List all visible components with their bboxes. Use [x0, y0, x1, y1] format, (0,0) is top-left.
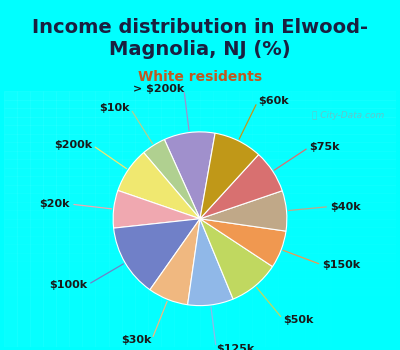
- Wedge shape: [164, 132, 215, 219]
- Wedge shape: [200, 133, 258, 219]
- Bar: [148, 91, 161, 346]
- Bar: [96, 91, 108, 346]
- Bar: [4, 287, 396, 295]
- Bar: [4, 125, 396, 134]
- Bar: [213, 91, 226, 346]
- Bar: [4, 338, 396, 346]
- Wedge shape: [114, 219, 200, 290]
- Wedge shape: [200, 219, 272, 299]
- Bar: [4, 210, 396, 219]
- Bar: [187, 91, 200, 346]
- Text: $125k: $125k: [216, 344, 254, 350]
- Bar: [226, 91, 239, 346]
- Bar: [304, 91, 318, 346]
- Bar: [135, 91, 148, 346]
- Bar: [4, 185, 396, 193]
- Text: ⓘ City-Data.com: ⓘ City-Data.com: [312, 111, 384, 120]
- Bar: [265, 91, 278, 346]
- Bar: [4, 193, 396, 202]
- Bar: [318, 91, 331, 346]
- Text: > $200k: > $200k: [132, 84, 184, 94]
- Bar: [278, 91, 292, 346]
- Bar: [4, 219, 396, 227]
- Bar: [370, 91, 383, 346]
- Text: $50k: $50k: [283, 315, 314, 325]
- Bar: [4, 236, 396, 244]
- Bar: [56, 91, 69, 346]
- Text: $150k: $150k: [322, 260, 360, 270]
- Bar: [82, 91, 96, 346]
- Text: $200k: $200k: [54, 140, 92, 150]
- Bar: [239, 91, 252, 346]
- Bar: [161, 91, 174, 346]
- Bar: [4, 99, 396, 108]
- Wedge shape: [188, 219, 233, 306]
- Bar: [357, 91, 370, 346]
- Bar: [4, 321, 396, 329]
- Bar: [108, 91, 122, 346]
- Text: $30k: $30k: [121, 335, 152, 345]
- Bar: [4, 270, 396, 278]
- Bar: [4, 261, 396, 270]
- Wedge shape: [118, 153, 200, 219]
- Bar: [4, 313, 396, 321]
- Bar: [4, 176, 396, 185]
- Text: $20k: $20k: [40, 199, 70, 209]
- Wedge shape: [200, 191, 287, 231]
- Bar: [43, 91, 56, 346]
- Bar: [30, 91, 43, 346]
- Bar: [69, 91, 82, 346]
- Text: $40k: $40k: [330, 202, 361, 212]
- Bar: [4, 244, 396, 253]
- Bar: [4, 278, 396, 287]
- Bar: [17, 91, 30, 346]
- Bar: [331, 91, 344, 346]
- Text: $75k: $75k: [310, 142, 340, 152]
- Bar: [4, 142, 396, 150]
- Bar: [383, 91, 396, 346]
- Text: $60k: $60k: [258, 96, 288, 106]
- Bar: [4, 295, 396, 304]
- Bar: [4, 329, 396, 338]
- Bar: [4, 117, 396, 125]
- Bar: [122, 91, 135, 346]
- Bar: [4, 253, 396, 261]
- Bar: [344, 91, 357, 346]
- Bar: [292, 91, 304, 346]
- Bar: [4, 150, 396, 159]
- Wedge shape: [113, 190, 200, 228]
- Bar: [4, 91, 396, 99]
- Wedge shape: [150, 219, 200, 305]
- Bar: [200, 91, 213, 346]
- Bar: [4, 134, 396, 142]
- Bar: [174, 91, 187, 346]
- Bar: [4, 227, 396, 236]
- Wedge shape: [200, 155, 282, 219]
- Bar: [4, 108, 396, 117]
- Wedge shape: [144, 140, 200, 219]
- Bar: [4, 159, 396, 168]
- Text: White residents: White residents: [138, 70, 262, 84]
- Wedge shape: [200, 219, 286, 267]
- Text: Income distribution in Elwood-
Magnolia, NJ (%): Income distribution in Elwood- Magnolia,…: [32, 18, 368, 59]
- Bar: [4, 304, 396, 313]
- Text: $10k: $10k: [100, 103, 130, 113]
- Bar: [4, 168, 396, 176]
- Bar: [252, 91, 265, 346]
- Bar: [4, 91, 17, 346]
- Bar: [4, 202, 396, 210]
- Text: $100k: $100k: [49, 280, 87, 290]
